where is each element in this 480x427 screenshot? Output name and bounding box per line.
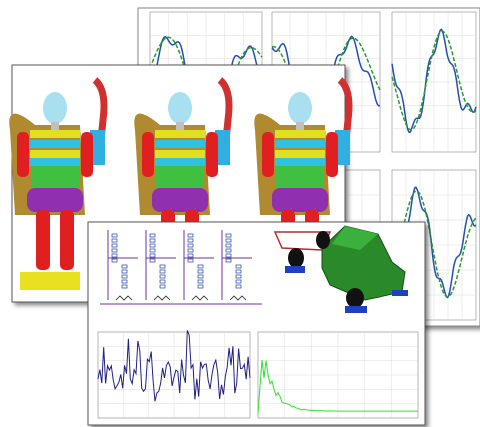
rib [155,150,205,158]
rib [30,140,80,148]
abdomen [156,166,204,188]
rib [275,130,325,138]
leg [36,210,50,270]
analysis-panel [88,222,425,425]
wheel [346,288,364,308]
arm [262,132,274,177]
support [392,290,408,296]
rib [275,150,325,158]
leg [60,210,74,270]
neck [176,122,184,130]
head [168,92,192,124]
rib [30,150,80,158]
neck [51,122,59,130]
wheel [316,231,330,249]
arm [326,132,338,177]
abdomen [31,166,79,188]
rib [155,140,205,148]
arm [206,132,218,177]
abdomen [276,166,324,188]
signal-plots [98,330,418,418]
pelvis [27,188,83,212]
support [345,306,367,313]
head [288,92,312,124]
head [43,92,67,124]
rib [275,158,325,166]
support [285,266,305,273]
neck [296,122,304,130]
pelvis [152,188,208,212]
rib [275,140,325,148]
pelvis [272,188,328,212]
arm [142,132,154,177]
arm [17,132,29,177]
rib [155,130,205,138]
rib [30,130,80,138]
rib [30,158,80,166]
arm [81,132,93,177]
floor-plate [20,272,80,290]
collage [0,0,480,427]
wheel [288,248,304,268]
rib [155,158,205,166]
